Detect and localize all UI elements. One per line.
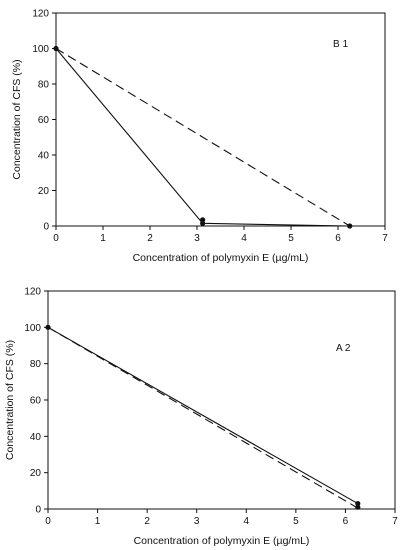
x-tick-label: 0: [45, 516, 51, 527]
x-tick-label: 6: [335, 233, 341, 244]
series-line-solid: [47, 326, 359, 505]
y-tick-label: 100: [24, 323, 41, 334]
data-point: [53, 45, 59, 52]
y-tick-label: 40: [30, 432, 42, 443]
chart-panel-b1: 0 1 2 3 4 5 6 7 0 20 40 60 80 100 120 B 1 Concentration …: [11, 9, 388, 265]
y-tick-label: 60: [38, 115, 50, 126]
x-tick-label: 0: [53, 233, 59, 244]
x-tick-label: 5: [288, 233, 294, 244]
x-tick-label: 2: [144, 516, 150, 527]
data-point: [355, 504, 361, 510]
x-tick-label: 7: [392, 516, 398, 527]
data-point: [45, 324, 51, 330]
y-tick-label: 60: [30, 396, 42, 407]
panel-annotation: A 2: [336, 343, 351, 354]
y-tick-label: 80: [38, 80, 50, 91]
x-tick-label: 2: [147, 233, 153, 244]
y-tick-label: 20: [38, 186, 50, 197]
x-axis-title: Concentration of polymyxin E (µg/mL): [133, 252, 309, 264]
y-tick-label: 120: [32, 9, 49, 20]
y-axis-title: Concentration of CFS (%): [4, 340, 16, 460]
y-tick-label: 100: [32, 44, 49, 55]
data-point: [347, 223, 353, 229]
x-axis-title: Concentration of polymyxin E (µg/mL): [134, 535, 310, 547]
x-tick-label: 1: [95, 516, 101, 527]
x-tick-label: 5: [293, 516, 299, 527]
x-tick-label: 3: [194, 516, 200, 527]
y-tick-label: 120: [24, 287, 41, 298]
x-tick-label: 7: [382, 233, 388, 244]
x-tick-label: 6: [343, 516, 349, 527]
chart-panel-a2: 0 1 2 3 4 5 6 7 0 20 40 60 80 100 120 A 2 Concentration …: [4, 287, 398, 548]
x-tick-label: 1: [100, 233, 106, 244]
y-axis-title: Concentration of CFS (%): [11, 59, 23, 179]
x-tick-label: 3: [194, 233, 200, 244]
x-tick-label: 4: [241, 233, 247, 244]
y-tick-label: 0: [43, 222, 49, 233]
data-point: [355, 500, 361, 507]
y-tick-label: 40: [38, 151, 50, 162]
x-tick-label: 4: [244, 516, 250, 527]
y-tick-label: 80: [30, 359, 42, 370]
y-tick-label: 0: [35, 505, 41, 516]
y-tick-label: 20: [30, 468, 42, 479]
panel-annotation: B 1: [333, 39, 348, 50]
plot-frame: [47, 290, 396, 510]
series-line-dashed: [47, 326, 359, 509]
series-line-dashed: [55, 48, 351, 227]
data-point: [200, 220, 206, 226]
